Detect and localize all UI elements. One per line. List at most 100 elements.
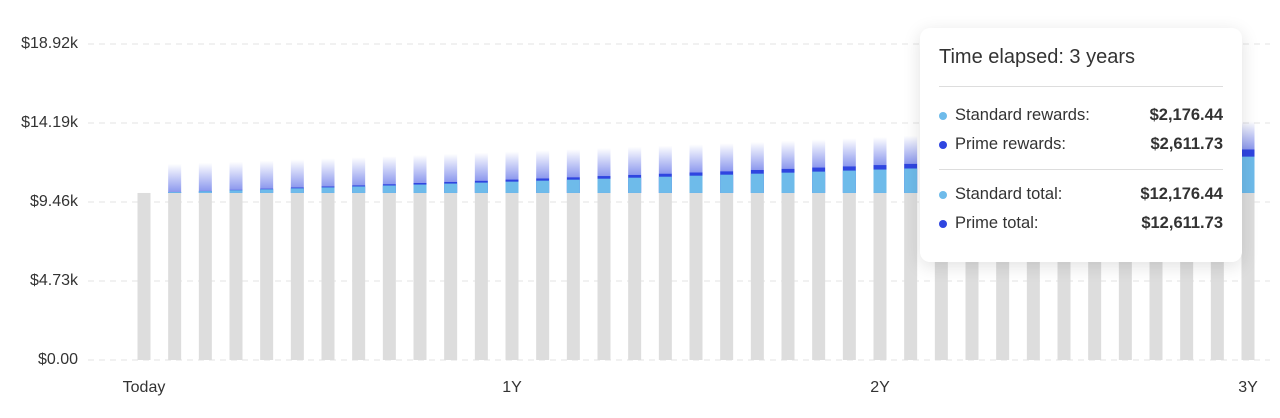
bar-principal <box>566 192 580 360</box>
bar-segment <box>290 188 304 193</box>
bar-glow <box>689 144 703 173</box>
bar-principal <box>842 192 856 360</box>
y-tick-label: $18.92k <box>21 35 79 52</box>
bar-principal <box>873 192 887 360</box>
bar-segment <box>260 189 274 193</box>
bar-glow <box>352 157 366 186</box>
bar-glow <box>413 155 427 184</box>
bar-glow <box>536 150 550 179</box>
y-tick-label: $9.46k <box>30 193 79 210</box>
bar-segment <box>413 184 427 193</box>
bar-principal <box>505 192 519 360</box>
bar-principal <box>628 192 642 360</box>
y-tick-label: $14.19k <box>21 114 79 131</box>
tooltip-row: Prime rewards: $2,611.73 <box>939 130 1223 159</box>
bar-glow <box>1241 121 1255 150</box>
bar-principal <box>168 192 182 360</box>
bar-glow <box>842 138 856 167</box>
bar-glow <box>168 163 182 192</box>
bar-principal <box>137 192 151 360</box>
bar-principal <box>382 192 396 360</box>
bar-glow <box>229 161 243 190</box>
bar-principal <box>658 192 672 360</box>
bar-principal <box>444 192 458 360</box>
legend-dot <box>939 190 947 199</box>
bar-segment <box>720 174 734 193</box>
tooltip-value: $12,611.73 <box>1141 214 1223 232</box>
tooltip-value: $2,611.73 <box>1150 135 1224 153</box>
bar-segment <box>750 173 764 193</box>
bar-segment <box>444 183 458 193</box>
bar-glow <box>382 156 396 185</box>
bar-glow <box>904 135 918 164</box>
bar-glow <box>566 149 580 178</box>
bar-glow <box>750 142 764 171</box>
x-tick-label: 3Y <box>1238 379 1258 396</box>
y-tick-label: $4.73k <box>30 272 79 289</box>
bar-segment <box>597 178 611 193</box>
y-tick-label: $0.00 <box>38 351 78 368</box>
bar-principal <box>260 192 274 360</box>
bar-principal <box>904 192 918 360</box>
bar-segment <box>168 192 182 193</box>
bar-principal <box>750 192 764 360</box>
tooltip-label: Standard rewards: <box>955 106 1090 124</box>
tooltip-row: Standard rewards: $2,176.44 <box>939 101 1223 130</box>
bar-principal <box>413 192 427 360</box>
bar-segment <box>474 182 488 193</box>
bar-glow <box>812 139 826 168</box>
bar-principal <box>474 192 488 360</box>
bar-principal <box>1241 192 1255 360</box>
bar-segment <box>566 179 580 193</box>
tooltip-group: Standard total: $12,176.44 Prime total: $12… <box>939 169 1223 242</box>
tooltip-label: Standard total: <box>955 185 1063 203</box>
bar-segment <box>658 176 672 193</box>
bar-segment <box>628 177 642 193</box>
tooltip-row: Prime total: $12,611.73 <box>939 209 1223 238</box>
bar-glow <box>260 160 274 189</box>
bar-principal <box>781 192 795 360</box>
tooltip-group: Standard rewards: $2,176.44 Prime rewards:… <box>939 97 1223 163</box>
bar-segment <box>904 168 918 193</box>
bar-glow <box>198 162 212 191</box>
tooltip: Time elapsed: 3 years Standard rewards: $2… <box>920 28 1242 262</box>
legend-dot <box>939 111 947 120</box>
tooltip-label: Prime total: <box>955 214 1039 232</box>
bar-segment <box>842 170 856 193</box>
bar-glow <box>474 152 488 181</box>
x-tick-label: 2Y <box>870 379 890 396</box>
bar-glow <box>781 140 795 169</box>
legend-dot <box>939 140 947 149</box>
tooltip-title: Time elapsed: 3 years <box>939 42 1223 87</box>
bar-segment <box>873 169 887 193</box>
bar-glow <box>505 151 519 180</box>
bar-segment <box>352 186 366 193</box>
bar-glow <box>321 158 335 187</box>
x-tick-label: Today <box>123 379 166 396</box>
bar-glow <box>720 143 734 172</box>
bar-principal <box>229 192 243 360</box>
bar-glow <box>444 153 458 182</box>
tooltip-label: Prime rewards: <box>955 135 1066 153</box>
bar-principal <box>597 192 611 360</box>
tooltip-value: $12,176.44 <box>1140 185 1223 203</box>
bar-segment <box>382 185 396 193</box>
bar-principal <box>290 192 304 360</box>
bar-segment <box>812 171 826 193</box>
bar-glow <box>290 159 304 188</box>
bar-segment <box>536 180 550 193</box>
bar-segment <box>229 190 243 193</box>
bar-glow <box>597 148 611 177</box>
bar-segment <box>321 187 335 193</box>
bar-principal <box>198 192 212 360</box>
bar-principal <box>352 192 366 360</box>
bar-glow <box>658 145 672 174</box>
bar-principal <box>536 192 550 360</box>
bar-segment <box>781 172 795 193</box>
bar-principal <box>812 192 826 360</box>
x-tick-label: 1Y <box>502 379 522 396</box>
bar-glow <box>628 146 642 175</box>
legend-dot <box>939 219 947 228</box>
bar-segment <box>505 181 519 193</box>
